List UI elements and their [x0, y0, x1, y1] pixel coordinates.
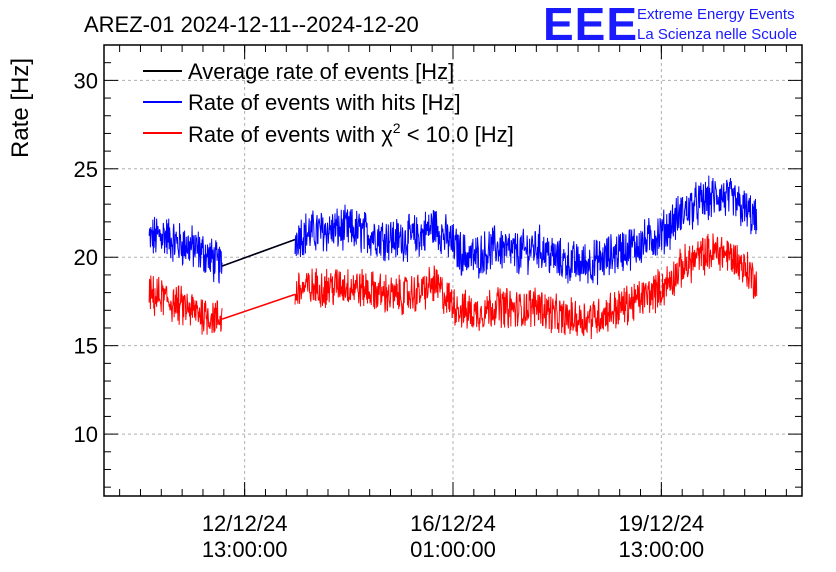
- legend-label-chi2: Rate of events with χ2 < 10.0 [Hz]: [188, 120, 514, 147]
- legend: Average rate of events [Hz] Rate of even…: [143, 59, 514, 147]
- x-tick-date-0: 12/12/24: [202, 511, 288, 536]
- gap-connector: [221, 293, 296, 320]
- logo-line-1: Extreme Energy Events: [637, 6, 795, 23]
- x-tick-date-1: 16/12/24: [410, 511, 496, 536]
- series-average: [221, 238, 296, 267]
- chart-title: AREZ-01 2024-12-11--2024-12-20: [84, 12, 419, 37]
- series-segment-0: [148, 275, 223, 335]
- series-chi2: [148, 233, 758, 339]
- x-tick-time-0: 13:00:00: [202, 537, 288, 562]
- series-segment-0: [148, 216, 223, 284]
- y-tick-label-10: 10: [74, 422, 98, 447]
- x-tick-time-2: 13:00:00: [619, 537, 705, 562]
- y-tick-label-30: 30: [74, 68, 98, 93]
- y-axis-label: Rate [Hz]: [7, 58, 34, 158]
- x-tick-time-1: 01:00:00: [410, 537, 496, 562]
- y-tick-label-25: 25: [74, 157, 98, 182]
- data-series: [148, 175, 758, 339]
- series-segment-1: [294, 233, 758, 339]
- axes: 101520253012/12/2413:00:0016/12/2401:00:…: [74, 44, 803, 562]
- eee-logo-icon: EEE: [543, 0, 638, 50]
- y-tick-label-15: 15: [74, 334, 98, 359]
- legend-label-hits: Rate of events with hits [Hz]: [188, 90, 461, 115]
- series-segment-1: [294, 175, 758, 285]
- logo-line-2: La Scienza nelle Scuole: [637, 26, 797, 43]
- legend-label-average: Average rate of events [Hz]: [188, 59, 454, 84]
- x-tick-date-2: 19/12/24: [619, 511, 705, 536]
- y-tick-label-20: 20: [74, 245, 98, 270]
